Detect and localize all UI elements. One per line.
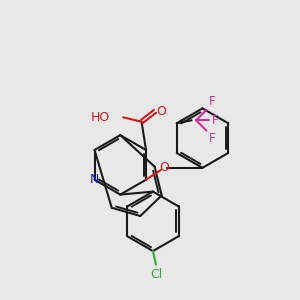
Text: HO: HO bbox=[91, 111, 110, 124]
Text: N: N bbox=[90, 173, 99, 186]
Text: F: F bbox=[209, 95, 215, 108]
Text: Cl: Cl bbox=[150, 268, 162, 281]
Text: O: O bbox=[156, 105, 166, 118]
Text: F: F bbox=[212, 114, 218, 127]
Text: F: F bbox=[209, 132, 215, 145]
Text: O: O bbox=[159, 161, 169, 174]
